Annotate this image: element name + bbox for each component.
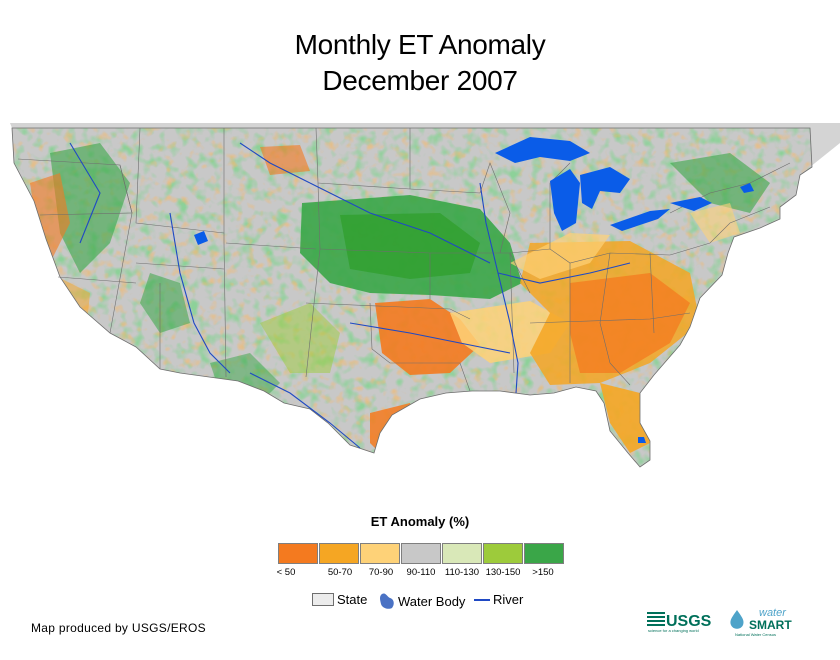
water-drop-icon [730, 610, 744, 629]
usgs-logo: USGS science for a changing world [647, 612, 712, 633]
usgs-tagline: science for a changing world [648, 628, 699, 633]
legend-color-bar [278, 543, 565, 564]
water-bodies [194, 137, 754, 443]
watersmart-word-smart: SMART [749, 618, 792, 632]
legend-swatch-70-90 [360, 543, 400, 564]
state-swatch-icon [312, 593, 334, 606]
key-water-label: Water Body [398, 593, 466, 609]
legend-swatch-130-150 [483, 543, 523, 564]
watersmart-subtitle: National Water Census [735, 632, 776, 637]
key-water-body: Water Body [378, 592, 465, 610]
key-state-label: State [337, 592, 368, 607]
legend-label: 110-130 [444, 567, 480, 578]
legend-label: 70-90 [368, 567, 394, 578]
legend-label: 130-150 [485, 567, 521, 578]
map-subtitle-date: December 2007 [322, 65, 518, 96]
legend-swatch-110-130 [442, 543, 482, 564]
key-river: River [474, 592, 523, 607]
legend-label: >150 [532, 567, 554, 578]
key-river-label: River [493, 592, 524, 607]
key-state: State [312, 592, 367, 607]
et-anomaly-map [10, 123, 840, 481]
legend-swatch-gt150 [524, 543, 564, 564]
legend-swatch-90-110 [401, 543, 441, 564]
river-line-icon [474, 598, 490, 601]
map-title: Monthly ET Anomaly [294, 29, 546, 60]
water-body-icon [380, 593, 394, 609]
state-boundaries [17, 127, 791, 392]
legend-title: ET Anomaly (%) [370, 514, 470, 529]
legend-label: 90-110 [406, 567, 436, 578]
watersmart-word-water: water [759, 607, 787, 619]
map-credit: Map produced by USGS/EROS [31, 621, 206, 635]
watersmart-logo: water SMART National Water Census [730, 607, 792, 637]
rivers [69, 142, 631, 449]
legend-swatch-50-70 [319, 543, 359, 564]
legend-swatch-lt50 [278, 543, 318, 564]
agency-logos: USGS science for a changing world water … [647, 607, 792, 637]
usgs-wave-icon [647, 612, 665, 626]
usgs-wordmark: USGS [666, 613, 712, 630]
legend-label: 50-70 [327, 567, 353, 578]
legend-label: < 50 [276, 567, 296, 578]
